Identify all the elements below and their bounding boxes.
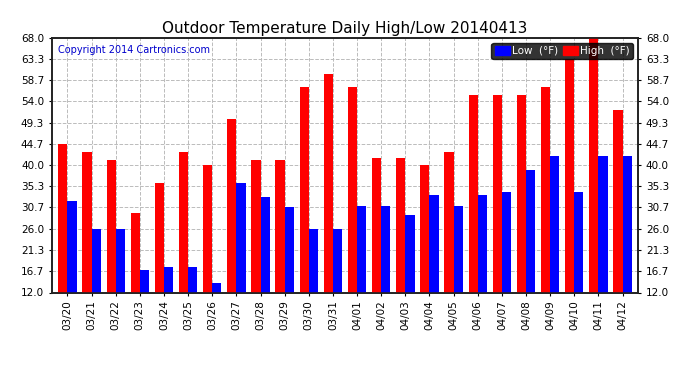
Bar (574, 192, 584, 347)
Bar (517, 95, 526, 347)
Bar (58, 144, 68, 347)
Bar (493, 95, 502, 347)
Bar (299, 87, 309, 347)
Bar (203, 165, 213, 347)
Bar (324, 74, 333, 347)
Bar (622, 156, 632, 347)
Bar (502, 192, 511, 347)
Bar (333, 229, 342, 347)
Bar (526, 170, 535, 347)
Bar (429, 195, 439, 347)
Bar (106, 160, 116, 347)
Bar (140, 270, 149, 347)
Bar (116, 229, 125, 347)
Bar (285, 207, 294, 347)
Legend: Low  (°F), High  (°F): Low (°F), High (°F) (491, 43, 633, 59)
Bar (381, 206, 391, 347)
Bar (477, 195, 487, 347)
Title: Outdoor Temperature Daily High/Low 20140413: Outdoor Temperature Daily High/Low 20140… (162, 21, 528, 36)
Bar (92, 229, 101, 347)
Bar (453, 206, 463, 347)
Bar (261, 197, 270, 347)
Bar (420, 165, 429, 347)
Text: Copyright 2014 Cartronics.com: Copyright 2014 Cartronics.com (58, 45, 210, 55)
Bar (444, 152, 453, 347)
Bar (589, 38, 598, 347)
Bar (565, 59, 574, 347)
Bar (613, 110, 622, 347)
Bar (541, 87, 550, 347)
Bar (469, 95, 477, 347)
Bar (68, 201, 77, 347)
Bar (164, 267, 173, 347)
Bar (598, 156, 608, 347)
Bar (275, 160, 285, 347)
Bar (372, 158, 381, 347)
Bar (348, 87, 357, 347)
Bar (130, 213, 140, 347)
Bar (179, 152, 188, 347)
Bar (405, 215, 415, 347)
Bar (227, 120, 237, 347)
Bar (188, 267, 197, 347)
Bar (550, 156, 560, 347)
Bar (237, 183, 246, 347)
Bar (155, 183, 164, 347)
Bar (309, 229, 318, 347)
Bar (251, 160, 261, 347)
Bar (82, 152, 92, 347)
Bar (213, 284, 221, 347)
Bar (396, 158, 405, 347)
Bar (357, 206, 366, 347)
